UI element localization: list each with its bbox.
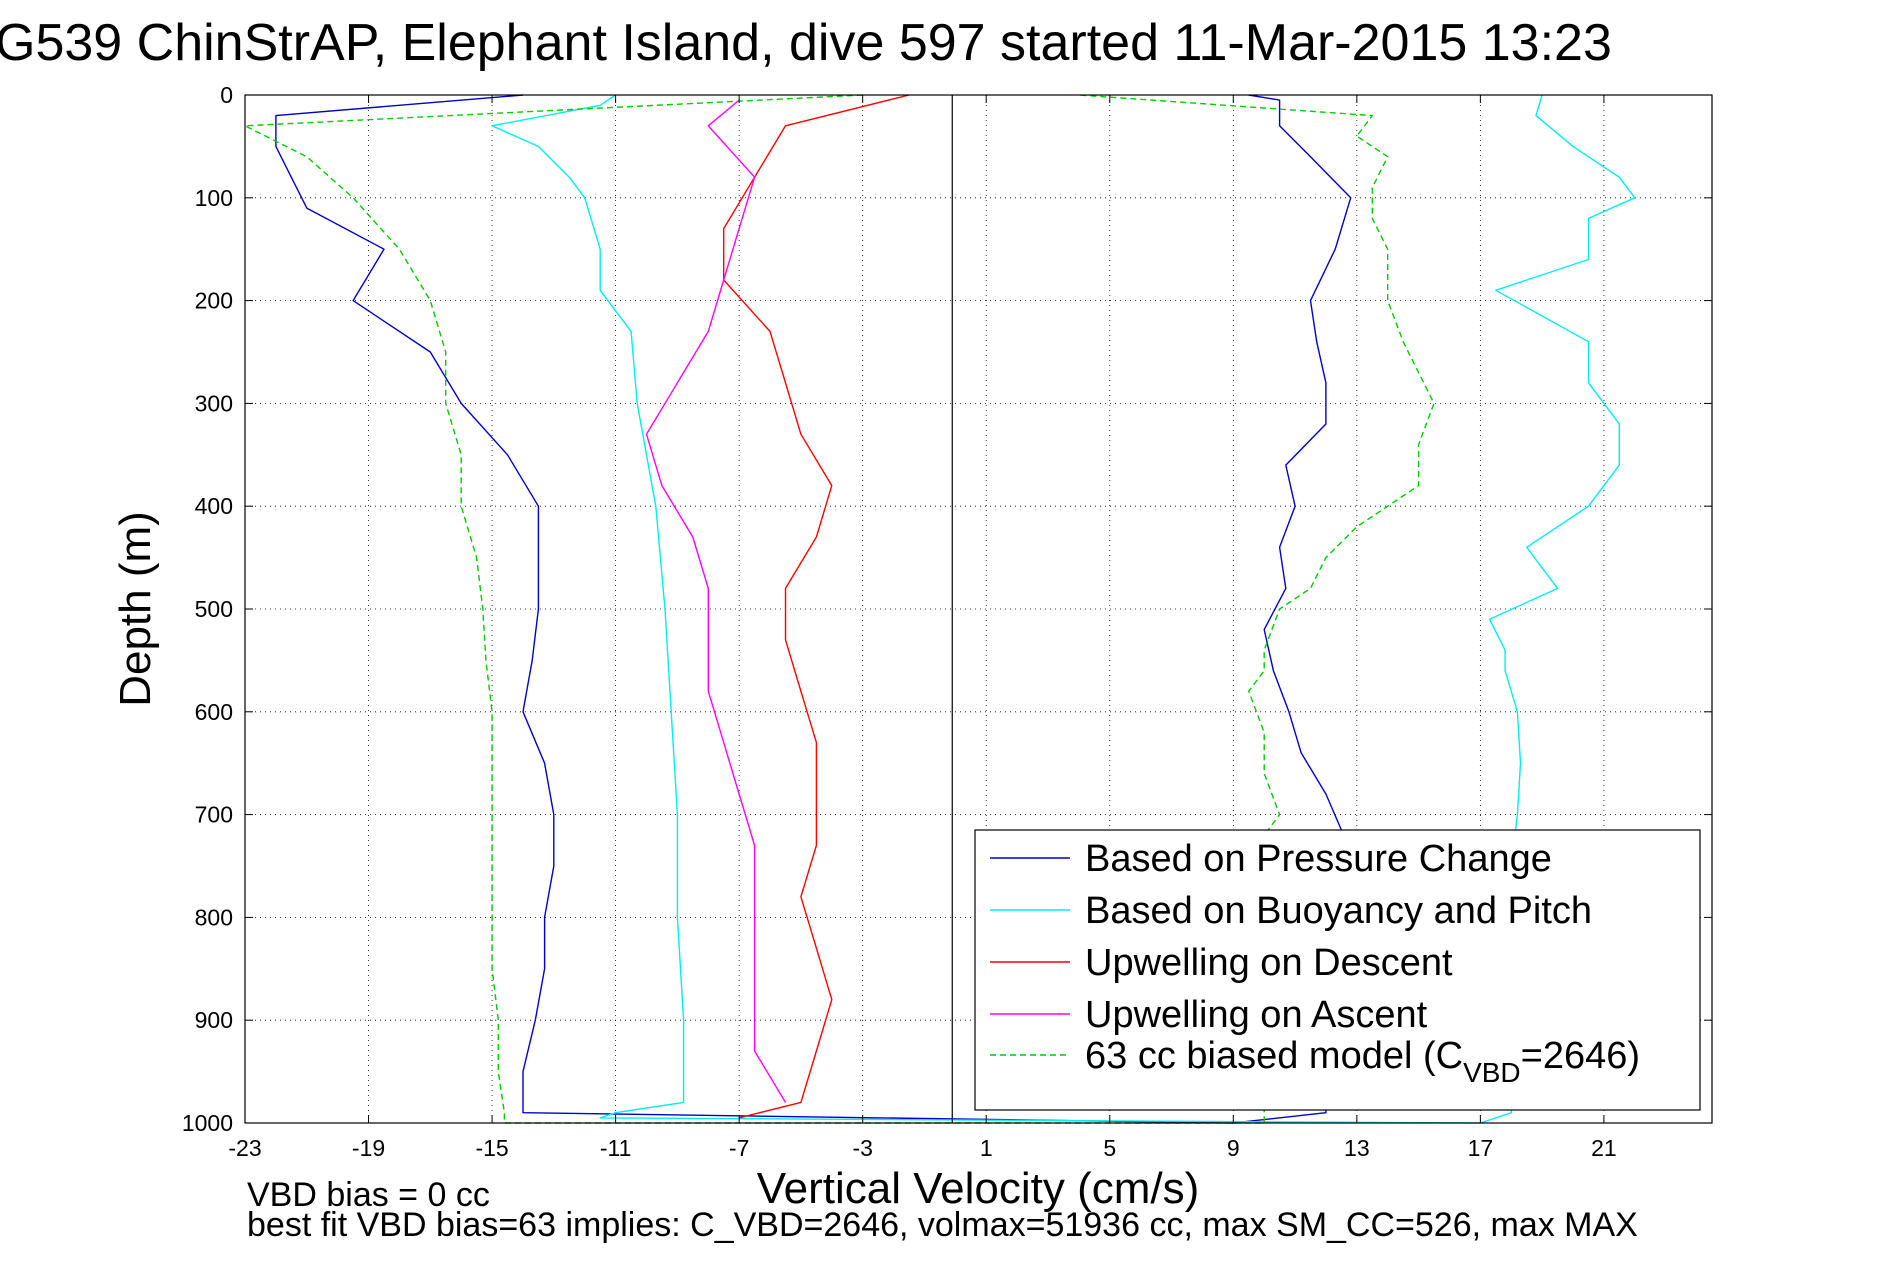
x-tick-label: 13: [1344, 1135, 1370, 1161]
y-tick-label: 600: [195, 699, 233, 725]
y-tick-label: 900: [195, 1007, 233, 1033]
x-tick-label: -19: [352, 1135, 385, 1161]
y-tick-label: 400: [195, 493, 233, 519]
y-tick-label: 0: [220, 82, 233, 108]
x-tick-label: -11: [600, 1135, 632, 1161]
best-fit-note: best fit VBD bias=63 implies: C_VBD=2646…: [247, 1206, 1638, 1244]
x-tick-label: -7: [729, 1135, 749, 1161]
x-tick-label: 21: [1591, 1135, 1617, 1161]
legend-label-1: Based on Pressure Change: [1085, 838, 1552, 880]
y-tick-label: 700: [195, 802, 233, 828]
x-tick-label: -3: [852, 1135, 872, 1161]
x-tick-label: 1: [980, 1135, 993, 1161]
legend-label-2: Based on Buoyancy and Pitch: [1085, 890, 1592, 932]
y-tick-label: 100: [195, 185, 233, 211]
y-tick-label: 200: [195, 288, 233, 314]
y-tick-label: 800: [195, 904, 233, 930]
y-tick-label: 500: [195, 596, 233, 622]
x-tick-label: 9: [1227, 1135, 1240, 1161]
x-axis-label: Vertical Velocity (cm/s): [757, 1164, 1200, 1213]
chart-title: G539 ChinStrAP, Elephant Island, dive 59…: [0, 14, 1612, 72]
series-line-4: [645, 99, 787, 1103]
x-axis-ticks: -23 -19 -15 -11 -7 -3 1 5 9 13 17 21: [228, 95, 1617, 1161]
series-line-3: [723, 94, 910, 1119]
x-tick-label: 17: [1468, 1135, 1494, 1161]
legend-box: [974, 829, 1701, 1111]
legend: Based on Pressure Change Based on Buoyanc…: [974, 829, 1701, 1111]
x-tick-label: -15: [475, 1135, 508, 1161]
legend-label-4: Upwelling on Ascent: [1085, 994, 1428, 1036]
x-tick-label: 5: [1103, 1135, 1116, 1161]
x-tick-label: -23: [228, 1135, 261, 1161]
y-tick-label: 1000: [182, 1110, 233, 1136]
y-axis-label: Depth (m): [111, 511, 160, 707]
legend-label-3: Upwelling on Descent: [1085, 942, 1453, 984]
y-tick-label: 300: [195, 390, 233, 416]
vbd-bias-note: VBD bias = 0 cc: [247, 1176, 490, 1214]
y-axis-ticks: 0 100 200 300 400 500 600 700 800 900 1000: [182, 82, 1712, 1136]
series-line-5: [244, 94, 1435, 1124]
